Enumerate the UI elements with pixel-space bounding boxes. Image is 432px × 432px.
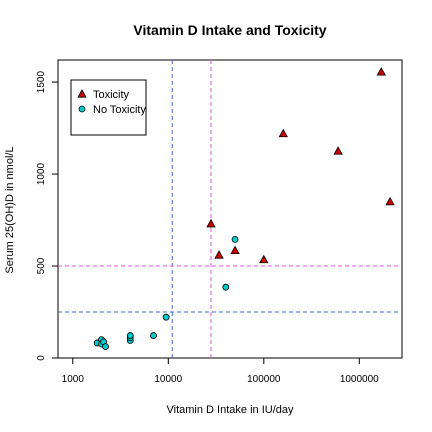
x-tick-label: 1000000	[340, 374, 379, 385]
legend: Toxicity No Toxicity	[70, 79, 147, 136]
y-tick-label: 1000	[36, 162, 47, 185]
x-tick-label: 1000	[62, 374, 85, 385]
data-points	[93, 67, 395, 350]
point-no-toxicity	[150, 332, 157, 339]
point-toxicity	[259, 254, 269, 264]
point-toxicity	[385, 196, 395, 206]
x-tick-label: 10000	[154, 374, 182, 385]
point-toxicity	[376, 67, 386, 76]
y-tick-label: 0	[36, 355, 47, 361]
point-toxicity	[278, 128, 288, 138]
y-tick-label: 1500	[36, 71, 47, 94]
legend-label-toxicity: Toxicity	[93, 89, 130, 101]
point-toxicity	[333, 146, 343, 155]
point-toxicity	[214, 250, 224, 259]
x-tick-label: 100000	[247, 374, 281, 385]
point-no-toxicity	[222, 283, 230, 291]
legend-marker-toxicity	[77, 89, 87, 98]
x-axis: 1000 10000 100000 1000000	[62, 358, 379, 385]
point-toxicity	[230, 245, 240, 254]
point-no-toxicity	[162, 313, 170, 321]
legend-marker-no-toxicity	[78, 105, 86, 113]
point-no-toxicity	[231, 235, 239, 243]
x-axis-label: Vitamin D Intake in IU/day	[167, 404, 294, 416]
plot-frame	[57, 59, 403, 359]
y-axis-label: Serum 25(OH)D in nmol/L	[4, 146, 16, 273]
chart-title: Vitamin D Intake and Toxicity	[133, 22, 326, 38]
point-no-toxicity	[102, 343, 109, 350]
reference-lines	[58, 60, 402, 358]
point-toxicity	[206, 218, 216, 228]
y-tick-label: 500	[36, 257, 47, 274]
legend-label-no-toxicity: No Toxicity	[93, 104, 146, 116]
point-no-toxicity	[126, 332, 134, 339]
y-axis: 0 500 1000 1500	[36, 71, 58, 361]
